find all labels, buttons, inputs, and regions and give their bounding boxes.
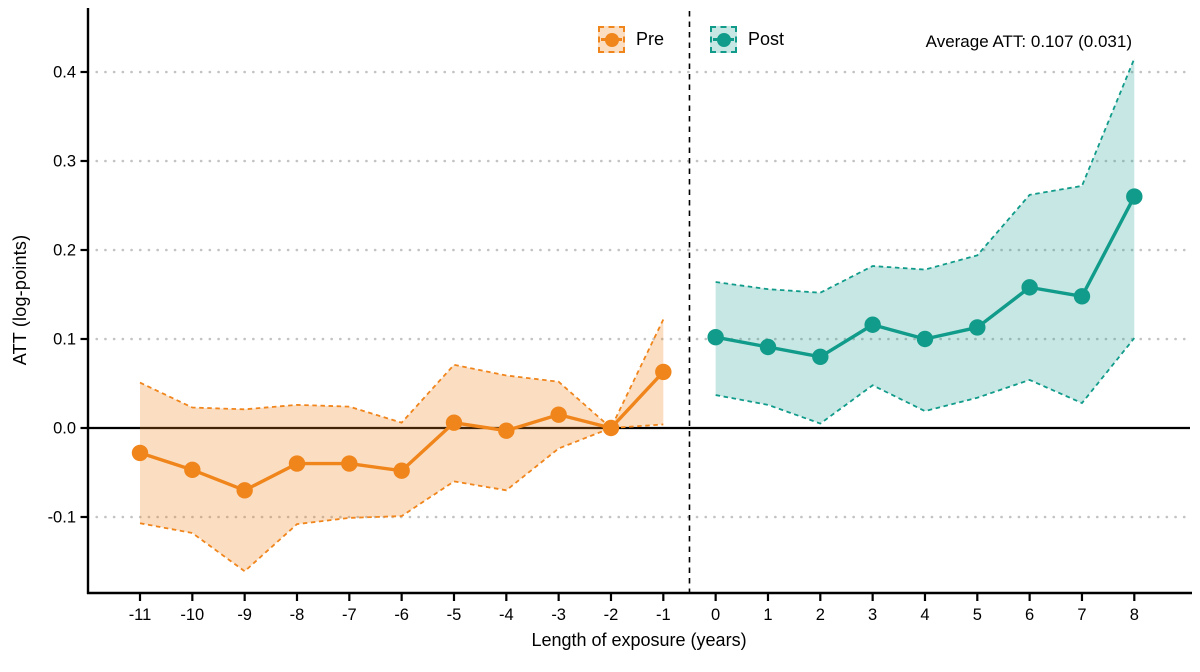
pre-legend-key-icon [598,26,625,53]
y-axis-title: ATT (log-points) [10,234,30,366]
post-point [916,330,934,348]
pre-key-dot [604,32,619,47]
x-tick-label: -10 [180,606,204,624]
y-tick-label: 0.2 [53,242,76,260]
post-point [864,316,881,333]
post-point [969,319,986,336]
pre-point [550,406,567,423]
x-tick-label: -1 [656,606,671,624]
legend-item-pre: Pre [598,26,664,53]
pre-point [445,414,463,431]
legend-item-post: Post [710,26,784,53]
post-point [759,338,777,356]
x-tick-label: -6 [394,606,409,624]
x-tick-label: 5 [973,606,982,624]
y-tick-label: 0.3 [53,153,76,171]
pre-confidence-band [140,319,664,572]
x-tick-label: -7 [342,606,357,624]
legend-label-post: Post [748,29,785,49]
x-axis-title: Length of exposure (years) [531,630,747,650]
x-tick-label: 7 [1077,606,1086,624]
x-tick-label: 6 [1025,606,1034,624]
x-tick-label: 3 [868,606,877,624]
pre-point [655,363,672,381]
post-point [1021,279,1038,296]
x-tick-label: 8 [1130,606,1139,624]
x-tick-label: 4 [920,606,929,624]
post-point [812,348,829,365]
pre-point [131,444,149,462]
average-att-annotation: Average ATT: 0.107 (0.031) [925,32,1132,51]
pre-band-lower-edge [139,423,664,573]
y-tick-label: 0.4 [53,64,76,82]
x-tick-label: -9 [237,606,252,624]
x-tick-label: 0 [711,606,720,624]
post-point [1126,188,1143,205]
post-legend-key-icon [710,26,737,53]
pre-point [288,455,306,472]
pre-point [341,455,358,472]
pre-point [393,462,410,479]
post-confidence-band [715,58,1135,424]
post-key-dot [716,32,731,47]
post-point [707,329,724,346]
x-tick-label: -2 [604,606,619,624]
pre-point [236,482,253,499]
pre-point [602,419,620,437]
x-tick-label: 2 [816,606,825,624]
pre-point [498,422,515,439]
y-tick-label: -0.1 [48,509,76,527]
x-tick-label: -11 [129,606,152,624]
y-tick-label: 0.1 [53,331,76,349]
y-tick-label: 0.0 [53,420,76,438]
x-tick-label: -8 [290,606,305,624]
pre-point [184,461,201,479]
post-point [1073,288,1091,305]
pre-band-upper-edge [139,319,665,430]
x-tick-label: 1 [763,606,772,624]
x-tick-label: -3 [551,606,566,624]
legend-label-pre: Pre [636,29,665,49]
x-tick-label: -5 [447,606,462,624]
x-tick-label: -4 [499,606,514,624]
